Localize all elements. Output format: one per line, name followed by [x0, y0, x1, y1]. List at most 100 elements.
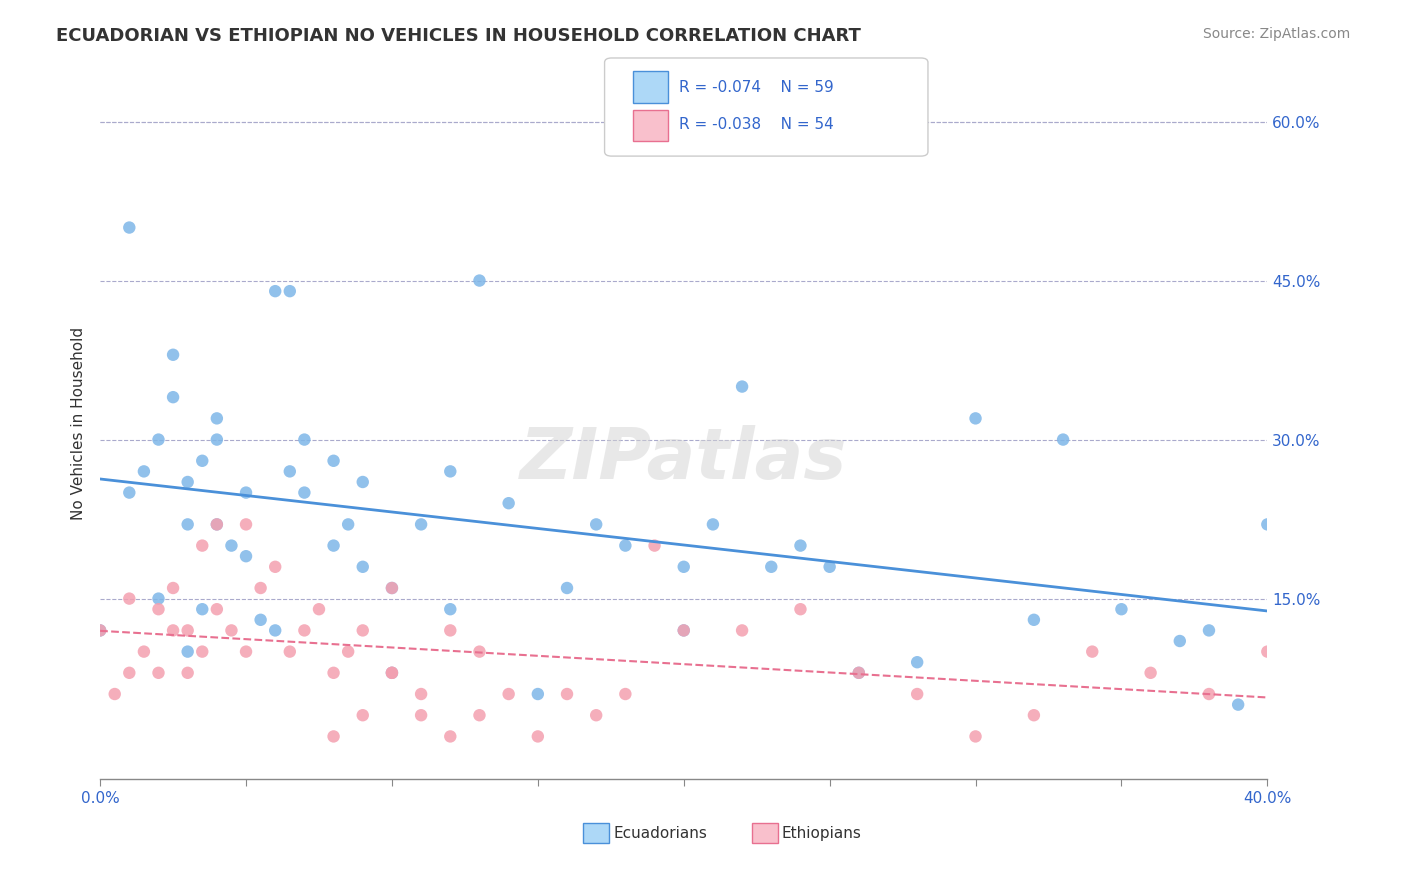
Point	[264, 624, 287, 638]
Point	[381, 665, 404, 680]
Point	[132, 464, 155, 478]
Point	[905, 687, 928, 701]
Point	[1198, 687, 1220, 701]
Point	[1256, 645, 1278, 659]
Point	[322, 665, 344, 680]
Point	[148, 591, 170, 606]
Point	[118, 220, 141, 235]
Point	[848, 665, 870, 680]
Point	[118, 665, 141, 680]
Point	[905, 655, 928, 669]
Point	[308, 602, 330, 616]
Point	[468, 708, 491, 723]
Point	[381, 581, 404, 595]
Point	[205, 517, 228, 532]
Point	[965, 411, 987, 425]
Point	[148, 602, 170, 616]
Text: Ecuadorians: Ecuadorians	[613, 826, 707, 840]
Point	[235, 645, 257, 659]
Point	[965, 730, 987, 744]
Point	[235, 549, 257, 564]
Point	[644, 539, 666, 553]
Point	[205, 411, 228, 425]
Point	[614, 539, 637, 553]
Text: Ethiopians: Ethiopians	[782, 826, 862, 840]
Point	[1052, 433, 1074, 447]
Point	[264, 284, 287, 298]
Point	[292, 624, 315, 638]
Point	[337, 517, 360, 532]
Point	[191, 539, 214, 553]
Point	[162, 581, 184, 595]
Point	[1168, 634, 1191, 648]
Point	[555, 581, 578, 595]
Point	[731, 624, 754, 638]
Point	[205, 602, 228, 616]
Point	[176, 517, 198, 532]
Point	[322, 454, 344, 468]
Point	[132, 645, 155, 659]
Point	[176, 665, 198, 680]
Point	[191, 454, 214, 468]
Point	[89, 624, 111, 638]
Point	[527, 687, 550, 701]
Point	[439, 624, 461, 638]
Point	[789, 539, 811, 553]
Point	[1256, 517, 1278, 532]
Point	[352, 559, 374, 574]
Point	[381, 581, 404, 595]
Point	[848, 665, 870, 680]
Point	[439, 602, 461, 616]
Text: Source: ZipAtlas.com: Source: ZipAtlas.com	[1202, 27, 1350, 41]
Point	[162, 390, 184, 404]
Point	[264, 559, 287, 574]
Point	[191, 645, 214, 659]
Point	[322, 730, 344, 744]
Point	[352, 624, 374, 638]
Point	[761, 559, 783, 574]
Point	[352, 475, 374, 489]
Point	[162, 624, 184, 638]
Point	[1022, 613, 1045, 627]
Point	[352, 708, 374, 723]
Point	[439, 464, 461, 478]
Point	[731, 379, 754, 393]
Point	[322, 539, 344, 553]
Text: ECUADORIAN VS ETHIOPIAN NO VEHICLES IN HOUSEHOLD CORRELATION CHART: ECUADORIAN VS ETHIOPIAN NO VEHICLES IN H…	[56, 27, 860, 45]
Point	[205, 433, 228, 447]
Point	[118, 485, 141, 500]
Point	[292, 433, 315, 447]
Point	[176, 475, 198, 489]
Y-axis label: No Vehicles in Household: No Vehicles in Household	[72, 327, 86, 520]
Point	[221, 539, 243, 553]
Point	[527, 730, 550, 744]
Point	[585, 708, 607, 723]
Point	[1227, 698, 1250, 712]
Point	[176, 645, 198, 659]
Point	[789, 602, 811, 616]
Point	[176, 624, 198, 638]
Point	[235, 517, 257, 532]
Point	[672, 559, 695, 574]
Point	[235, 485, 257, 500]
Point	[411, 517, 433, 532]
Point	[162, 348, 184, 362]
Point	[468, 274, 491, 288]
Point	[1081, 645, 1104, 659]
Point	[278, 464, 301, 478]
Point	[104, 687, 127, 701]
Point	[439, 730, 461, 744]
Point	[585, 517, 607, 532]
Point	[148, 665, 170, 680]
Point	[1198, 624, 1220, 638]
Point	[337, 645, 360, 659]
Point	[249, 613, 271, 627]
Point	[614, 687, 637, 701]
Point	[249, 581, 271, 595]
Point	[118, 591, 141, 606]
Point	[468, 645, 491, 659]
Point	[148, 433, 170, 447]
Point	[381, 665, 404, 680]
Point	[221, 624, 243, 638]
Point	[411, 687, 433, 701]
